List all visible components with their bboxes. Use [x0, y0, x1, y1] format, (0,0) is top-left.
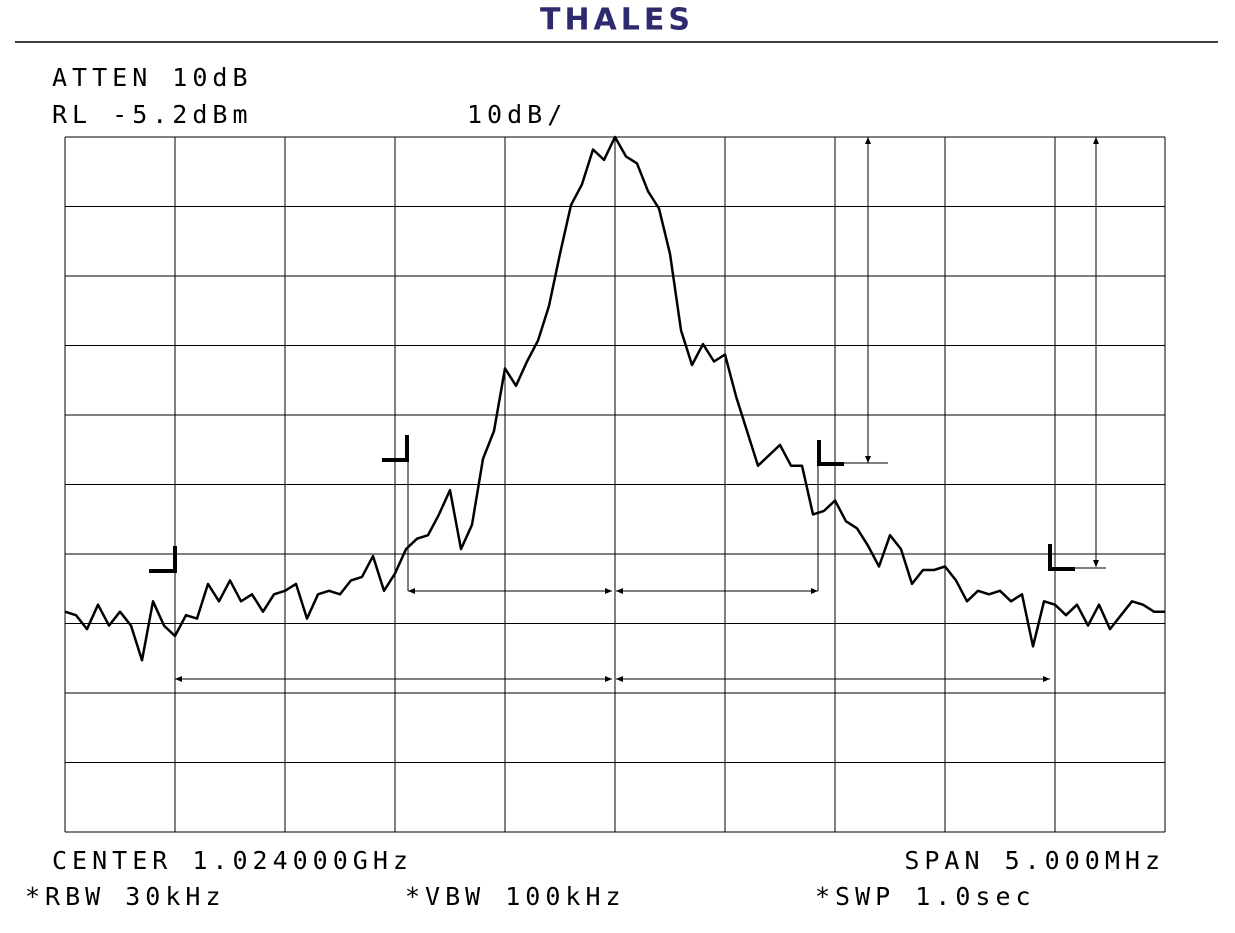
marker: [1048, 544, 1075, 571]
scale: 10dB/: [467, 100, 567, 129]
center: CENTER 1.024000GHz: [52, 846, 413, 875]
ref-level: RL -5.2dBm: [52, 100, 253, 129]
plot: [64, 135, 1166, 833]
vbw: *VBW 100kHz: [405, 882, 626, 911]
atten: ATTEN 10dB: [52, 63, 253, 92]
annotations: [149, 137, 1106, 682]
span: SPAN 5.000MHz: [904, 846, 1165, 875]
logo: THALES: [540, 3, 694, 38]
marker: [149, 546, 177, 573]
marker: [817, 440, 844, 466]
rbw: *RBW 30kHz: [25, 882, 226, 911]
marker: [382, 435, 409, 462]
sweep: *SWP 1.0sec: [815, 882, 1036, 911]
trace: [64, 135, 1165, 662]
